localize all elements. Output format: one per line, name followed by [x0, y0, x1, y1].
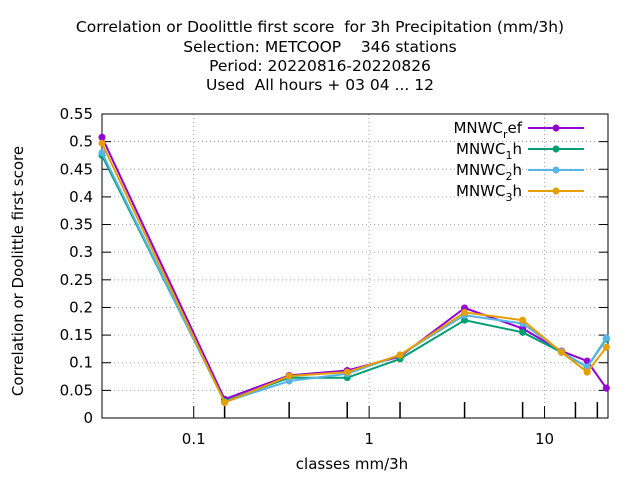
legend-label-3: MNWC2h — [456, 161, 522, 183]
x-tick-label: 0.1 — [182, 430, 206, 448]
legend-label-4: MNWC3h — [456, 182, 522, 204]
y-tick-label: 0.4 — [69, 188, 93, 206]
series-point-4 — [558, 348, 566, 356]
legend-marker-1 — [552, 124, 560, 132]
y-tick-label: 0.45 — [60, 160, 93, 178]
y-tick-label: 0.5 — [69, 133, 93, 151]
series-point-2 — [396, 355, 404, 363]
series-point-3 — [98, 149, 106, 157]
y-axis-label: Correlation or Doolittle first score — [9, 145, 27, 397]
series-point-1 — [98, 133, 106, 141]
y-tick-label: 0.05 — [60, 381, 93, 399]
y-tick-label: 0.3 — [69, 243, 93, 261]
x-tick-label: 10 — [535, 430, 554, 448]
series-point-3 — [602, 334, 610, 342]
series-point-4 — [602, 343, 610, 351]
chart-title-line-4: Used All hours + 03 04 ... 12 — [206, 76, 434, 94]
series-point-2 — [343, 374, 351, 382]
series-point-4 — [519, 316, 527, 324]
series-point-4 — [285, 372, 293, 380]
series-point-4 — [461, 308, 469, 316]
y-tick-label: 0.1 — [69, 354, 93, 372]
x-axis-label: classes mm/3h — [295, 455, 409, 473]
y-tick-label: 0 — [83, 409, 93, 427]
series-line-4 — [101, 142, 608, 404]
legend-label-2: MNWC1h — [456, 140, 522, 162]
series-point-1 — [461, 304, 469, 312]
series-point-4 — [396, 351, 404, 359]
legend-label-1: MNWCref — [453, 119, 522, 141]
series-point-2 — [461, 316, 469, 324]
series-line-1 — [101, 136, 608, 401]
y-tick-label: 0.55 — [60, 105, 93, 123]
series-line-2 — [101, 155, 608, 403]
series-point-1 — [583, 357, 591, 365]
plot-frame — [101, 113, 609, 419]
series-point-1 — [519, 324, 527, 332]
series-point-1 — [602, 384, 610, 392]
y-tick-label: 0.2 — [69, 298, 93, 316]
series-point-4 — [98, 139, 106, 147]
series-point-2 — [519, 328, 527, 336]
series-point-3 — [583, 363, 591, 371]
y-tick-label: 0.35 — [60, 216, 93, 234]
chart-title-line-1: Correlation or Doolittle first score for… — [75, 18, 565, 36]
series-point-4 — [343, 368, 351, 376]
series-point-4 — [221, 399, 229, 407]
legend-marker-4 — [552, 187, 560, 195]
chart-title-line-3: Period: 20220816-20220826 — [209, 57, 431, 75]
series-point-3 — [285, 377, 293, 385]
chart-title-line-2: Selection: METCOOP 346 stations — [183, 38, 457, 56]
series-line-3 — [101, 152, 608, 403]
legend-marker-3 — [552, 166, 560, 174]
y-tick-label: 0.15 — [60, 326, 93, 344]
x-tick-label: 1 — [364, 430, 374, 448]
series-point-4 — [583, 368, 591, 376]
legend-marker-2 — [552, 145, 560, 153]
y-tick-label: 0.25 — [60, 271, 93, 289]
